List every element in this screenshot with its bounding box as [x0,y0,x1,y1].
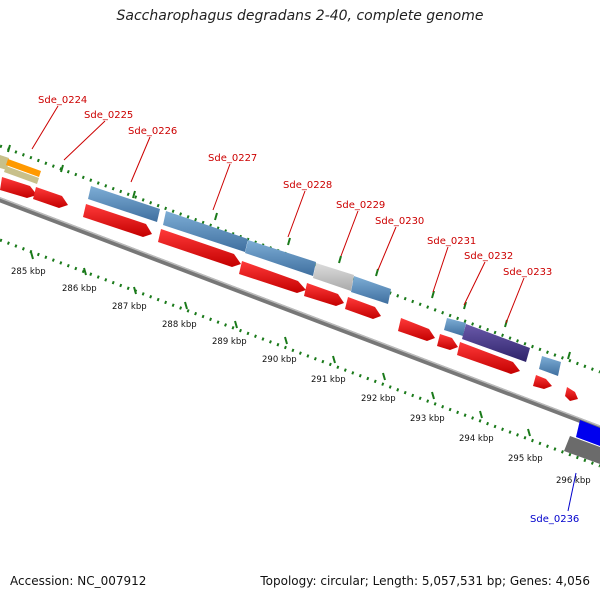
feature-blue-0231 [444,318,466,336]
kbp-label: 290 kbp [262,355,297,365]
cds-arrow [304,283,344,306]
cds-arrow [158,229,241,267]
cds-arrow [533,375,552,389]
gene-label-sde-0226: Sde_0226 [128,126,177,137]
feature-blue-0226 [88,186,160,222]
cds-arrow [565,387,578,401]
cds-arrow [33,187,68,208]
kbp-label: 292 kbp [361,394,396,404]
cds-arrow [398,318,435,341]
inner-dotted-track [0,238,600,468]
feature-tan [0,155,9,170]
accession-text: Accession: NC_007912 [10,574,147,588]
genome-backbone [0,197,600,431]
kbp-label: 289 kbp [212,337,247,347]
feature-blue-0233 [539,356,561,376]
gene-label-sde-0231: Sde_0231 [427,236,476,247]
kbp-label: 285 kbp [11,267,46,277]
gene-label-sde-0233: Sde_0233 [503,267,552,278]
kbp-label: 291 kbp [311,375,346,385]
kbp-label: 294 kbp [459,434,494,444]
feature-blue-0236 [576,420,600,446]
feature-tan-2 [4,166,39,184]
cds-arrow [83,204,152,237]
feature-orange [6,159,41,177]
gene-label-sde-0224: Sde_0224 [38,95,87,106]
kbp-label: 286 kbp [62,284,97,294]
gene-label-sde-0228: Sde_0228 [283,180,332,191]
gene-label-sde-0229: Sde_0229 [336,200,385,211]
cds-arrow [345,297,381,319]
cds-arrows [0,177,578,401]
feature-purple-0232 [462,324,530,362]
gene-label-sde-0227: Sde_0227 [208,153,257,164]
cds-arrow [239,261,306,293]
cds-arrow [437,334,458,350]
kbp-label: 288 kbp [162,320,197,330]
cds-arrow [457,342,520,374]
gene-label-sde-0232: Sde_0232 [464,251,513,262]
feature-grey-0229 [313,263,354,291]
gene-label-sde-0236: Sde_0236 [530,514,579,525]
feature-track-upper [0,155,600,446]
kbp-label: 293 kbp [410,414,445,424]
kbp-label: 295 kbp [508,454,543,464]
label-leaders [31,105,577,512]
kbp-label: 296 kbp [556,476,591,486]
gene-label-sde-0230: Sde_0230 [375,216,424,227]
feature-blue-0227b [245,240,316,276]
gene-label-sde-0225: Sde_0225 [84,110,133,121]
map-title: Saccharophagus degradans 2-40, complete … [116,8,484,24]
genome-backbone-highlight [0,197,600,427]
genome-summary-text: Topology: circular; Length: 5,057,531 bp… [260,574,590,588]
feature-blue-0227a [163,211,248,252]
cds-arrow [0,177,37,198]
feature-grey-lower [564,436,600,464]
feature-blue-0230 [351,276,391,304]
kbp-label: 287 kbp [112,302,147,312]
